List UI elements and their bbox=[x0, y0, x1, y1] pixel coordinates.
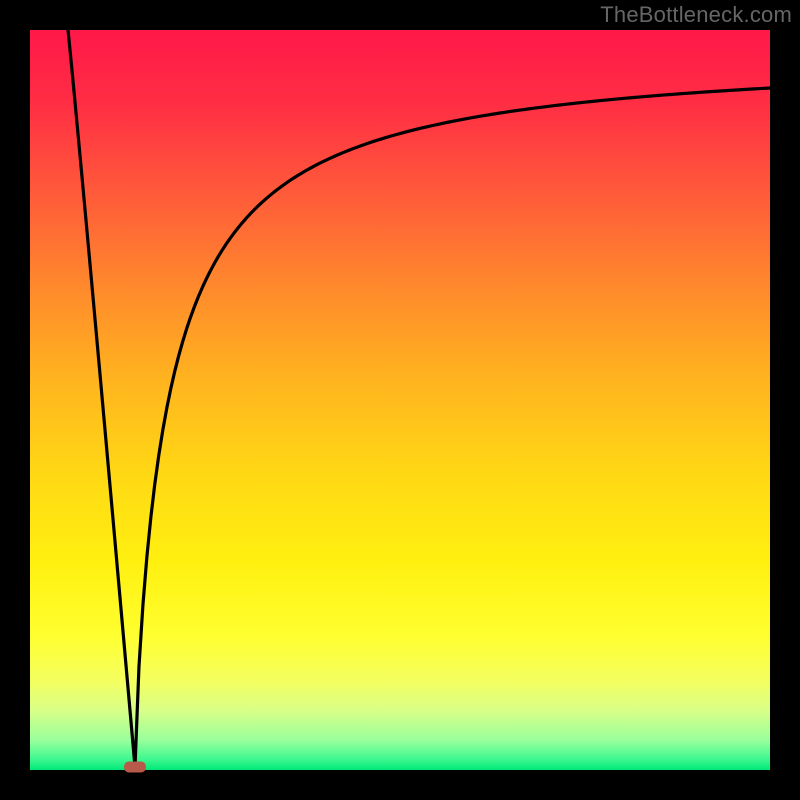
optimal-point-marker bbox=[124, 762, 146, 773]
watermark-text: TheBottleneck.com bbox=[600, 2, 792, 28]
bottleneck-chart-svg bbox=[0, 0, 800, 800]
chart-container: TheBottleneck.com bbox=[0, 0, 800, 800]
